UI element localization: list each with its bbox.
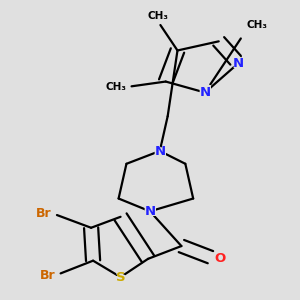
Text: O: O: [215, 252, 226, 265]
Text: Br: Br: [36, 207, 52, 220]
Text: CH₃: CH₃: [105, 82, 126, 92]
Text: N: N: [154, 145, 165, 158]
Text: CH₃: CH₃: [246, 15, 276, 30]
Text: CH₃: CH₃: [97, 80, 126, 94]
Text: Br: Br: [35, 266, 56, 284]
Text: N: N: [231, 54, 246, 72]
Text: O: O: [215, 250, 230, 268]
Text: N: N: [152, 142, 167, 160]
Text: N: N: [233, 57, 244, 70]
Text: S: S: [114, 268, 127, 286]
Text: Br: Br: [40, 269, 56, 282]
Text: N: N: [200, 86, 211, 99]
Text: N: N: [198, 83, 212, 101]
Text: N: N: [144, 205, 156, 218]
Text: CH₃: CH₃: [246, 20, 267, 30]
Text: S: S: [116, 271, 125, 284]
Text: CH₃: CH₃: [143, 6, 172, 21]
Text: CH₃: CH₃: [147, 11, 168, 21]
Text: Br: Br: [31, 204, 52, 222]
Text: N: N: [143, 202, 157, 220]
